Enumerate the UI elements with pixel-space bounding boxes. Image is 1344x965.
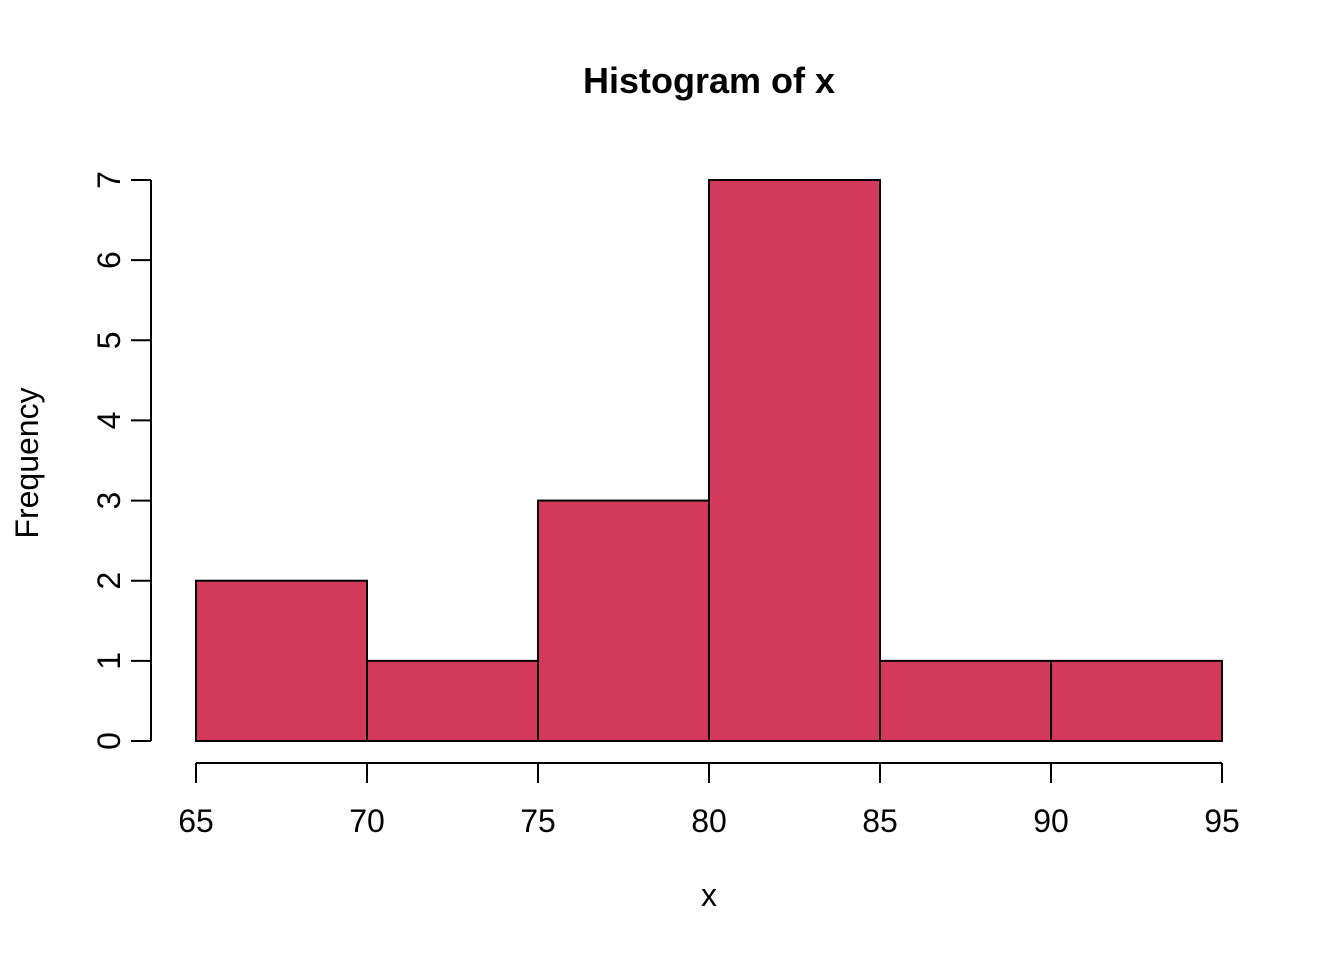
x-tick-label: 65 xyxy=(178,803,214,839)
histogram-bar xyxy=(195,579,368,743)
x-axis-label: x xyxy=(701,877,717,913)
x-tick-label: 70 xyxy=(349,803,385,839)
histogram-bar xyxy=(879,659,1052,742)
y-tick-label: 2 xyxy=(91,572,127,590)
x-tick-label: 75 xyxy=(520,803,556,839)
y-tick-label: 5 xyxy=(91,331,127,349)
y-tick-label: 7 xyxy=(91,171,127,189)
y-axis-label: Frequency xyxy=(9,387,45,538)
histogram-bar xyxy=(537,499,710,743)
x-tick-label: 80 xyxy=(691,803,727,839)
histogram-bar xyxy=(366,659,539,742)
histogram-bar xyxy=(1050,659,1223,742)
y-tick-label: 1 xyxy=(91,652,127,670)
chart-title: Histogram of x xyxy=(583,60,835,101)
y-tick-label: 0 xyxy=(91,732,127,750)
y-tick-label: 6 xyxy=(91,251,127,269)
x-tick-label: 85 xyxy=(862,803,898,839)
x-tick-label: 90 xyxy=(1033,803,1069,839)
y-tick-label: 3 xyxy=(91,492,127,510)
y-tick-label: 4 xyxy=(91,412,127,430)
x-tick-label: 95 xyxy=(1204,803,1240,839)
histogram-bar xyxy=(708,179,881,742)
